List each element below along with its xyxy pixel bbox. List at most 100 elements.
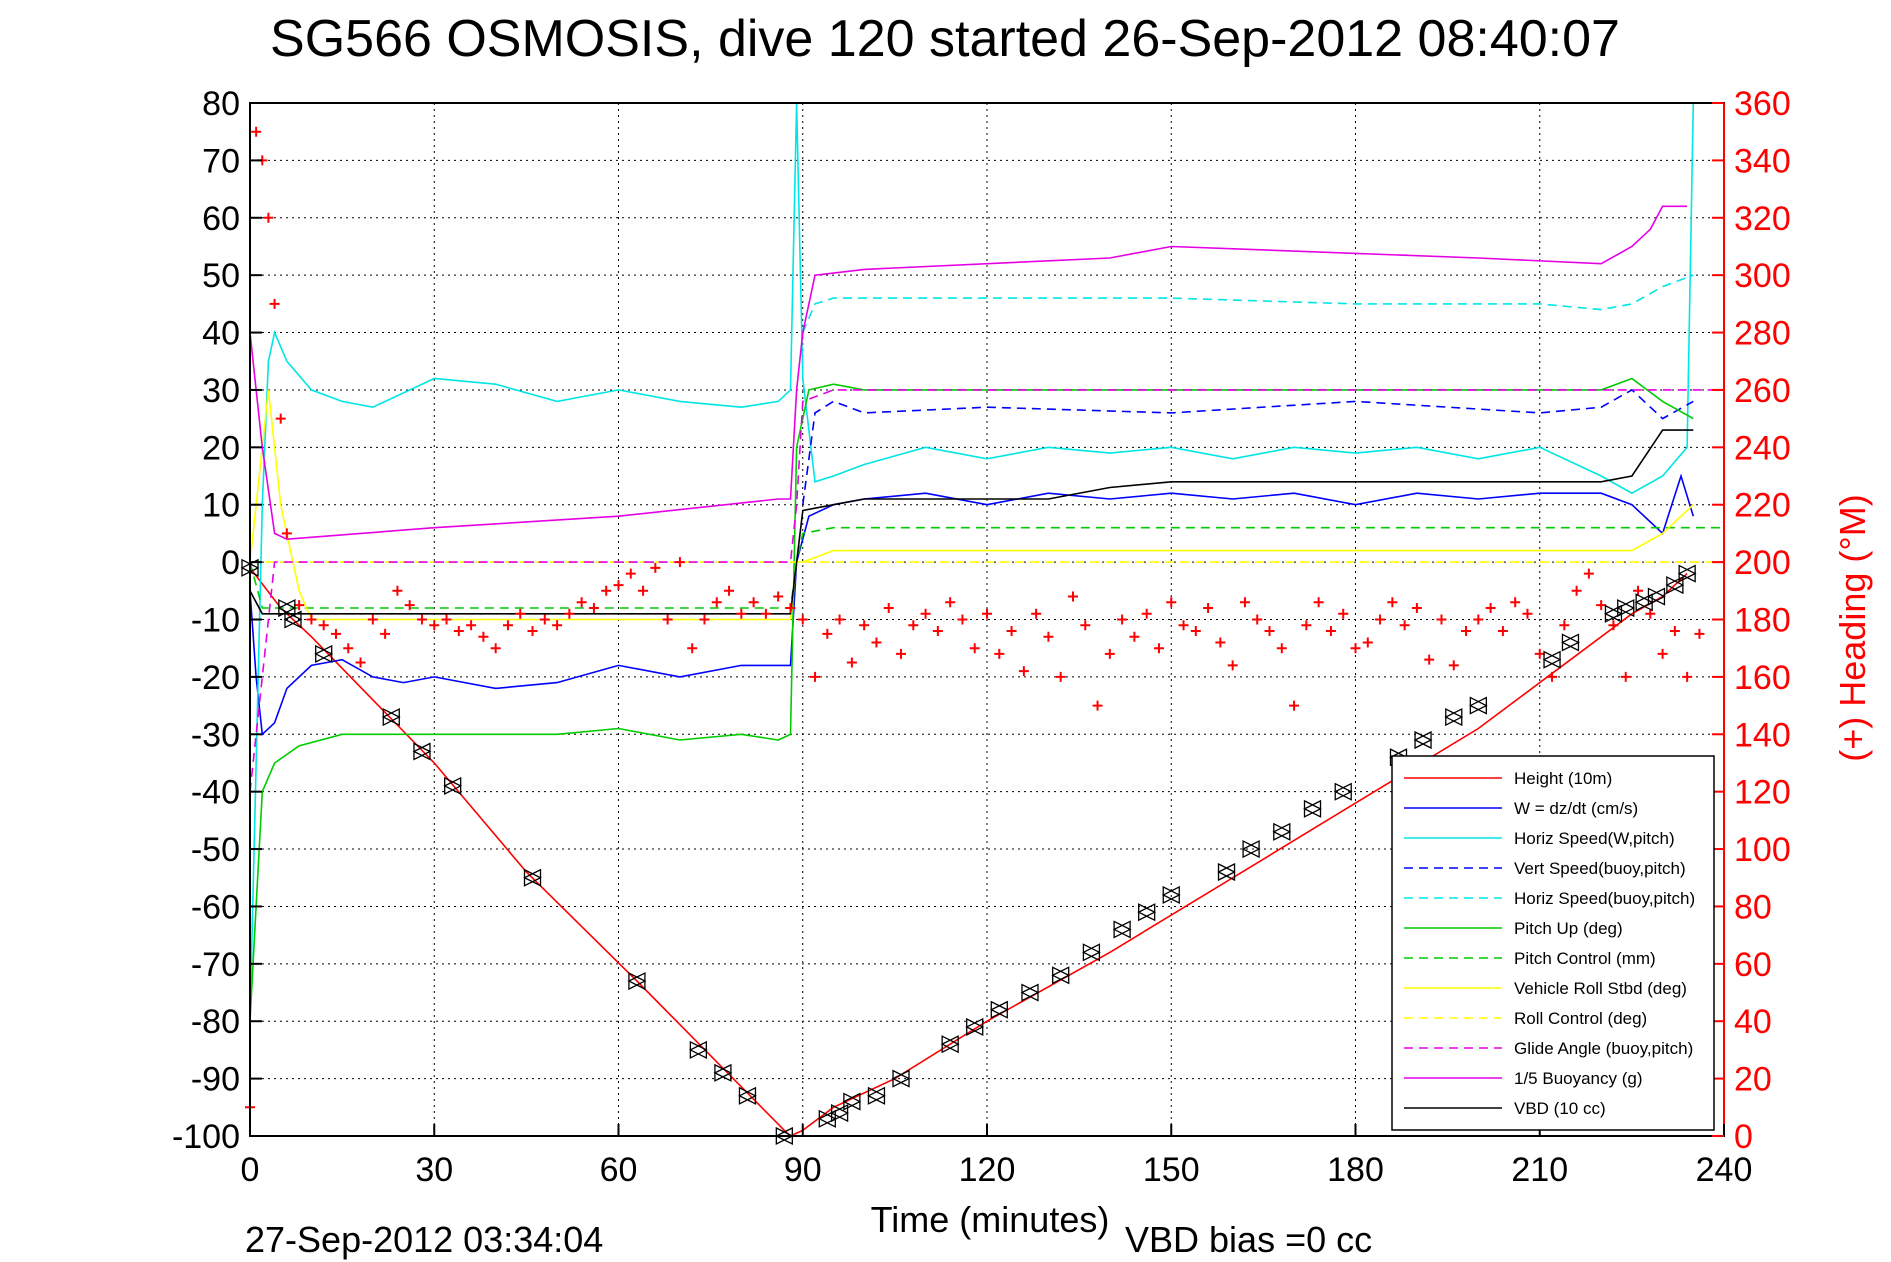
heading-point-34	[625, 568, 636, 579]
legend-label-10: 1/5 Buoyancy (g)	[1514, 1069, 1643, 1088]
heading-point-120	[1682, 671, 1693, 682]
y-tick-label-11: -30	[191, 716, 240, 754]
y2-tick-label-11: 140	[1734, 716, 1791, 754]
heading-point-58	[920, 608, 931, 619]
heading-point-21	[466, 620, 477, 631]
heading-point-70	[1067, 591, 1078, 602]
heading-point-75	[1129, 631, 1140, 642]
heading-point-4	[269, 298, 280, 309]
heading-point-106	[1510, 597, 1521, 608]
heading-point-74	[1117, 614, 1128, 625]
climb-marker-3	[866, 1086, 886, 1105]
heading-point-29	[564, 608, 575, 619]
heading-point-109	[1547, 671, 1558, 682]
heading-point-89	[1301, 620, 1312, 631]
x-tick-label-5: 150	[1143, 1151, 1200, 1189]
heading-point-62	[969, 643, 980, 654]
legend-label-11: VBD (10 cc)	[1514, 1099, 1606, 1118]
heading-point-42	[724, 585, 735, 596]
chart-title: SG566 OSMOSIS, dive 120 started 26-Sep-2…	[270, 10, 1620, 68]
y-tick-label-2: 60	[202, 200, 240, 238]
y2-tick-label-9: 180	[1734, 602, 1791, 640]
series-line-1	[249, 473, 1695, 736]
x-tick-label-6: 180	[1327, 1151, 1384, 1189]
x-tick-label-1: 30	[415, 1151, 453, 1189]
x-tick-label-8: 240	[1696, 1151, 1753, 1189]
dive-marker-2	[283, 610, 303, 629]
climb-marker-15	[1241, 840, 1261, 859]
heading-point-6	[281, 528, 292, 539]
heading-point-47	[785, 603, 796, 614]
heading-point-38	[674, 557, 685, 568]
heading-point-79	[1178, 620, 1189, 631]
y2-tick-label-15: 60	[1734, 946, 1772, 984]
heading-point-40	[699, 614, 710, 625]
climb-marker-24	[1561, 633, 1580, 652]
legend-label-5: Pitch Up (deg)	[1514, 919, 1623, 938]
dive-marker-10	[713, 1063, 733, 1082]
y2-tick-label-12: 120	[1734, 774, 1791, 812]
heading-point-16	[404, 600, 415, 611]
heading-point-72	[1092, 700, 1103, 711]
heading-point-119	[1669, 625, 1680, 636]
heading-point-17	[416, 614, 427, 625]
heading-point-83	[1227, 660, 1238, 671]
dive-marker-9	[688, 1040, 708, 1059]
heading-point-14	[380, 628, 391, 639]
series-line-6	[249, 526, 1724, 609]
heading-point-90	[1313, 597, 1324, 608]
heading-point-56	[896, 648, 907, 659]
heading-point-41	[711, 597, 722, 608]
y2-tick-label-2: 320	[1734, 200, 1791, 238]
footer-timestamp: 27-Sep-2012 03:34:04	[245, 1219, 603, 1260]
heading-point-77	[1153, 643, 1164, 654]
heading-point-9	[318, 620, 329, 631]
heading-point-103	[1473, 614, 1484, 625]
heading-point-98	[1411, 603, 1422, 614]
series-layer	[240, 102, 1724, 1146]
y2-tick-label-7: 220	[1734, 487, 1791, 525]
heading-point-108	[1534, 648, 1545, 659]
heading-point-86	[1264, 625, 1275, 636]
y-tick-label-4: 40	[202, 315, 240, 353]
heading-point-91	[1325, 625, 1336, 636]
climb-marker-13	[1161, 885, 1181, 905]
footer-vbd-bias: VBD bias =0 cc	[1125, 1219, 1372, 1260]
heading-point-117	[1645, 608, 1656, 619]
heading-point-54	[871, 637, 882, 648]
y-tick-label-18: -100	[172, 1118, 240, 1156]
dive-marker-3	[314, 644, 334, 663]
y2-tick-label-4: 280	[1734, 315, 1791, 353]
climb-marker-10	[1081, 943, 1101, 962]
heading-point-10	[330, 628, 341, 639]
heading-point-114	[1608, 620, 1619, 631]
climb-marker-18	[1333, 782, 1353, 801]
y-tick-label-14: -60	[191, 888, 240, 926]
heading-point-71	[1080, 620, 1091, 631]
climb-marker-30	[1677, 564, 1697, 583]
heading-point-20	[453, 625, 464, 636]
heading-point-76	[1141, 608, 1152, 619]
heading-point-15	[392, 585, 403, 596]
heading-point-7	[294, 600, 305, 611]
y-tick-label-6: 20	[202, 429, 240, 467]
y-tick-label-9: -10	[191, 602, 240, 640]
heading-point-28	[552, 620, 563, 631]
heading-point-99	[1424, 654, 1435, 665]
heading-point-85	[1252, 614, 1263, 625]
heading-point-44	[748, 597, 759, 608]
heading-point-92	[1338, 608, 1349, 619]
heading-point-88	[1289, 700, 1300, 711]
heading-point-46	[773, 591, 784, 602]
heading-point-64	[994, 648, 1005, 659]
climb-marker-17	[1303, 799, 1322, 818]
dive-marker-5	[412, 742, 432, 761]
heading-point-49	[810, 671, 821, 682]
heading-point-84	[1239, 597, 1250, 608]
y-tick-label-8: 0	[221, 544, 240, 582]
heading-point-32	[601, 585, 612, 596]
heading-point-113	[1596, 600, 1607, 611]
heading-point-55	[883, 603, 894, 614]
y-tick-label-13: -50	[191, 831, 240, 869]
